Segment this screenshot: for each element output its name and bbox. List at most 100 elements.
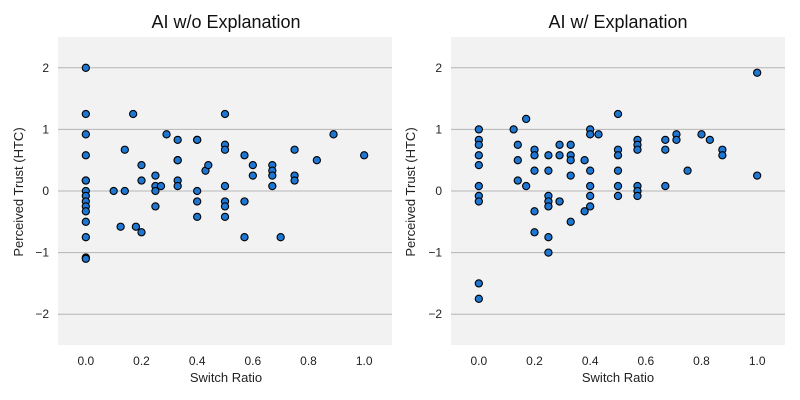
right-scatter-panel: AI w/ Explanation Switch Ratio Perceived… xyxy=(403,12,785,385)
right-y-tick-label: −1 xyxy=(428,246,442,260)
left-data-point xyxy=(109,186,118,196)
right-x-tick-label: 0.4 xyxy=(582,354,599,368)
left-data-point xyxy=(193,197,202,206)
left-data-point xyxy=(220,181,230,191)
left-data-point xyxy=(81,130,90,139)
right-x-tick-label: 0.0 xyxy=(470,354,487,368)
right-data-point xyxy=(474,151,483,160)
right-data-point xyxy=(530,228,539,237)
right-data-point xyxy=(474,125,483,134)
left-data-point xyxy=(81,63,90,72)
right-data-point xyxy=(586,191,595,201)
left-data-point xyxy=(360,151,369,160)
right-data-point xyxy=(555,151,564,160)
left-data-point xyxy=(240,233,249,242)
right-x-tick-label: 1.0 xyxy=(749,354,766,368)
right-data-point xyxy=(661,145,670,154)
left-x-axis-label: Switch Ratio xyxy=(190,370,262,385)
right-y-tick-label: 1 xyxy=(435,122,442,136)
left-data-point xyxy=(173,181,182,191)
right-x-tick-label: 0.2 xyxy=(526,354,543,368)
left-data-point xyxy=(116,222,125,231)
left-data-point xyxy=(81,217,90,226)
right-data-point xyxy=(683,166,692,175)
right-data-point xyxy=(633,145,642,154)
left-data-point xyxy=(240,197,249,206)
right-x-tick-label: 0.8 xyxy=(693,354,710,368)
right-data-point xyxy=(555,140,564,149)
left-data-point xyxy=(137,176,146,185)
left-x-tick-label: 0.8 xyxy=(300,354,317,368)
left-data-point xyxy=(193,135,202,145)
right-y-tick-label: −2 xyxy=(428,307,442,321)
right-data-point xyxy=(566,171,575,180)
right-x-tick-label: 0.6 xyxy=(637,354,654,368)
left-data-point xyxy=(220,212,230,222)
right-data-point xyxy=(474,140,483,149)
right-data-point xyxy=(753,68,762,77)
left-data-point xyxy=(156,181,166,191)
left-scatter-panel: AI w/o Explanation Switch Ratio Perceive… xyxy=(11,12,392,385)
left-data-point xyxy=(137,228,146,237)
left-data-point xyxy=(137,160,146,170)
left-data-point xyxy=(120,186,129,196)
left-data-point xyxy=(128,109,138,119)
left-data-point xyxy=(290,145,299,154)
right-data-point xyxy=(544,248,553,257)
right-data-point xyxy=(705,135,714,145)
right-x-axis-label: Switch Ratio xyxy=(582,370,654,385)
left-data-point xyxy=(329,130,338,139)
left-data-point xyxy=(173,156,182,165)
left-chart-title: AI w/o Explanation xyxy=(151,12,300,32)
right-data-point xyxy=(522,181,531,191)
right-data-point xyxy=(586,130,595,139)
right-data-point xyxy=(530,207,539,216)
right-data-point xyxy=(586,202,595,211)
right-data-point xyxy=(474,294,483,303)
right-data-point xyxy=(513,140,522,149)
left-data-point xyxy=(276,233,285,242)
left-data-point xyxy=(312,156,321,165)
right-data-point xyxy=(555,197,564,206)
right-data-point xyxy=(522,114,531,124)
left-x-tick-label: 0.2 xyxy=(133,354,150,368)
right-data-point xyxy=(672,135,681,145)
left-data-point xyxy=(151,186,160,196)
left-data-point xyxy=(120,145,129,154)
right-data-point xyxy=(566,217,575,226)
right-data-point xyxy=(613,191,623,201)
right-data-point xyxy=(594,130,603,139)
right-data-point xyxy=(474,181,483,191)
left-data-point xyxy=(290,176,299,185)
right-data-point xyxy=(697,130,706,139)
left-data-point xyxy=(240,151,249,160)
right-data-point xyxy=(474,160,483,170)
left-data-point xyxy=(220,109,230,119)
right-y-tick-label: 0 xyxy=(435,184,442,198)
left-data-point xyxy=(131,222,141,231)
right-data-point xyxy=(544,202,553,211)
right-data-point xyxy=(566,140,575,149)
left-data-point xyxy=(248,171,257,180)
left-data-point xyxy=(248,160,257,170)
right-data-point xyxy=(544,151,553,160)
left-data-point xyxy=(220,145,230,154)
left-data-point xyxy=(268,181,277,191)
left-y-tick-label: 1 xyxy=(42,122,49,136)
left-data-point xyxy=(81,254,90,263)
left-data-point xyxy=(81,151,90,160)
right-data-point xyxy=(544,233,553,242)
right-data-point xyxy=(530,151,539,160)
right-data-point xyxy=(633,191,642,201)
right-data-point xyxy=(580,207,589,216)
right-data-point xyxy=(586,166,595,175)
right-data-point xyxy=(474,197,483,206)
right-data-point xyxy=(580,156,589,165)
right-y-tick-label: 2 xyxy=(435,61,442,75)
left-data-point xyxy=(151,171,160,180)
left-x-tick-label: 0.0 xyxy=(77,354,94,368)
right-data-point xyxy=(613,166,623,175)
right-data-point xyxy=(530,166,539,175)
right-data-point xyxy=(586,181,595,191)
